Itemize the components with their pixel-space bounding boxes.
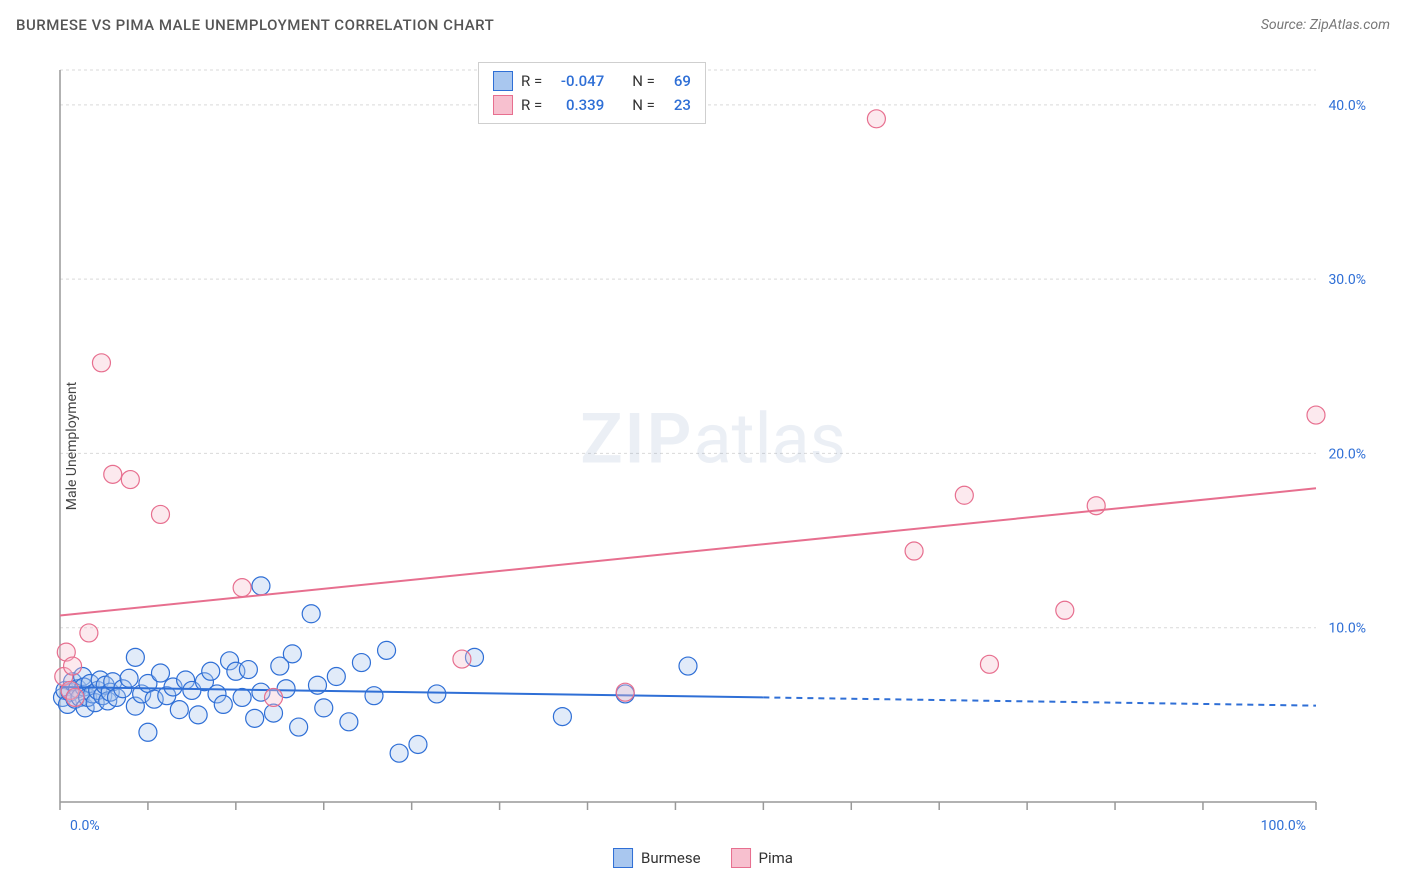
pima-point bbox=[121, 471, 139, 489]
scatter-chart: ZIPatlas 10.0%20.0%30.0%40.0%0.0%100.0% bbox=[50, 60, 1376, 832]
burmese-point bbox=[202, 662, 220, 680]
chart-title: BURMESE VS PIMA MALE UNEMPLOYMENT CORREL… bbox=[16, 16, 494, 34]
pima-point bbox=[66, 688, 84, 706]
series-legend: Burmese Pima bbox=[613, 848, 793, 868]
pima-point bbox=[233, 579, 251, 597]
pima-point bbox=[980, 655, 998, 673]
burmese-point bbox=[553, 708, 571, 726]
pima-point bbox=[453, 650, 471, 668]
burmese-point bbox=[327, 668, 345, 686]
burmese-point bbox=[126, 648, 144, 666]
burmese-point bbox=[151, 664, 169, 682]
legend-swatch bbox=[613, 848, 633, 868]
r-label: R = bbox=[521, 93, 542, 117]
burmese-point bbox=[170, 701, 188, 719]
n-value: 23 bbox=[663, 93, 691, 117]
legend-swatch bbox=[493, 95, 513, 115]
stats-legend-row: R = 0.339 N = 23 bbox=[493, 93, 691, 117]
burmese-point bbox=[365, 687, 383, 705]
burmese-point bbox=[428, 685, 446, 703]
burmese-point bbox=[139, 723, 157, 741]
pima-point bbox=[265, 688, 283, 706]
n-label: N = bbox=[632, 93, 655, 117]
burmese-point bbox=[352, 654, 370, 672]
pima-point bbox=[955, 486, 973, 504]
legend-label: Burmese bbox=[641, 849, 701, 867]
legend-item: Pima bbox=[731, 848, 793, 868]
burmese-point bbox=[679, 657, 697, 675]
svg-text:0.0%: 0.0% bbox=[70, 818, 100, 834]
burmese-point bbox=[290, 718, 308, 736]
burmese-point bbox=[189, 706, 207, 724]
legend-swatch bbox=[731, 848, 751, 868]
burmese-point bbox=[239, 661, 257, 679]
legend-item: Burmese bbox=[613, 848, 701, 868]
stats-legend-row: R = -0.047 N = 69 bbox=[493, 69, 691, 93]
burmese-point bbox=[340, 713, 358, 731]
svg-text:20.0%: 20.0% bbox=[1328, 446, 1366, 462]
r-value: 0.339 bbox=[550, 93, 604, 117]
n-label: N = bbox=[632, 69, 655, 93]
pima-point bbox=[616, 683, 634, 701]
pima-point bbox=[151, 505, 169, 523]
svg-text:40.0%: 40.0% bbox=[1328, 98, 1366, 114]
burmese-point bbox=[283, 645, 301, 663]
n-value: 69 bbox=[663, 69, 691, 93]
r-label: R = bbox=[521, 69, 542, 93]
svg-text:100.0%: 100.0% bbox=[1261, 818, 1306, 834]
pima-point bbox=[905, 542, 923, 560]
pima-point bbox=[80, 624, 98, 642]
burmese-point bbox=[233, 688, 251, 706]
burmese-point bbox=[378, 641, 396, 659]
burmese-trendline-extrapolated bbox=[763, 697, 1316, 705]
burmese-point bbox=[315, 699, 333, 717]
pima-point bbox=[104, 465, 122, 483]
burmese-point bbox=[252, 577, 270, 595]
r-value: -0.047 bbox=[550, 69, 604, 93]
legend-swatch bbox=[493, 71, 513, 91]
legend-label: Pima bbox=[759, 849, 793, 867]
burmese-point bbox=[120, 669, 138, 687]
burmese-point bbox=[390, 744, 408, 762]
burmese-point bbox=[302, 605, 320, 623]
burmese-point bbox=[246, 709, 264, 727]
pima-trendline bbox=[60, 488, 1316, 615]
burmese-point bbox=[214, 695, 232, 713]
pima-point bbox=[92, 354, 110, 372]
title-bar: BURMESE VS PIMA MALE UNEMPLOYMENT CORREL… bbox=[16, 16, 1390, 34]
svg-text:10.0%: 10.0% bbox=[1328, 621, 1366, 637]
source-label: Source: ZipAtlas.com bbox=[1261, 17, 1390, 33]
stats-legend: R = -0.047 N = 69 R = 0.339 N = 23 bbox=[478, 62, 706, 124]
pima-point bbox=[1307, 406, 1325, 424]
pima-point bbox=[1056, 601, 1074, 619]
pima-point bbox=[64, 657, 82, 675]
burmese-point bbox=[409, 735, 427, 753]
pima-point bbox=[867, 110, 885, 128]
svg-text:30.0%: 30.0% bbox=[1328, 272, 1366, 288]
